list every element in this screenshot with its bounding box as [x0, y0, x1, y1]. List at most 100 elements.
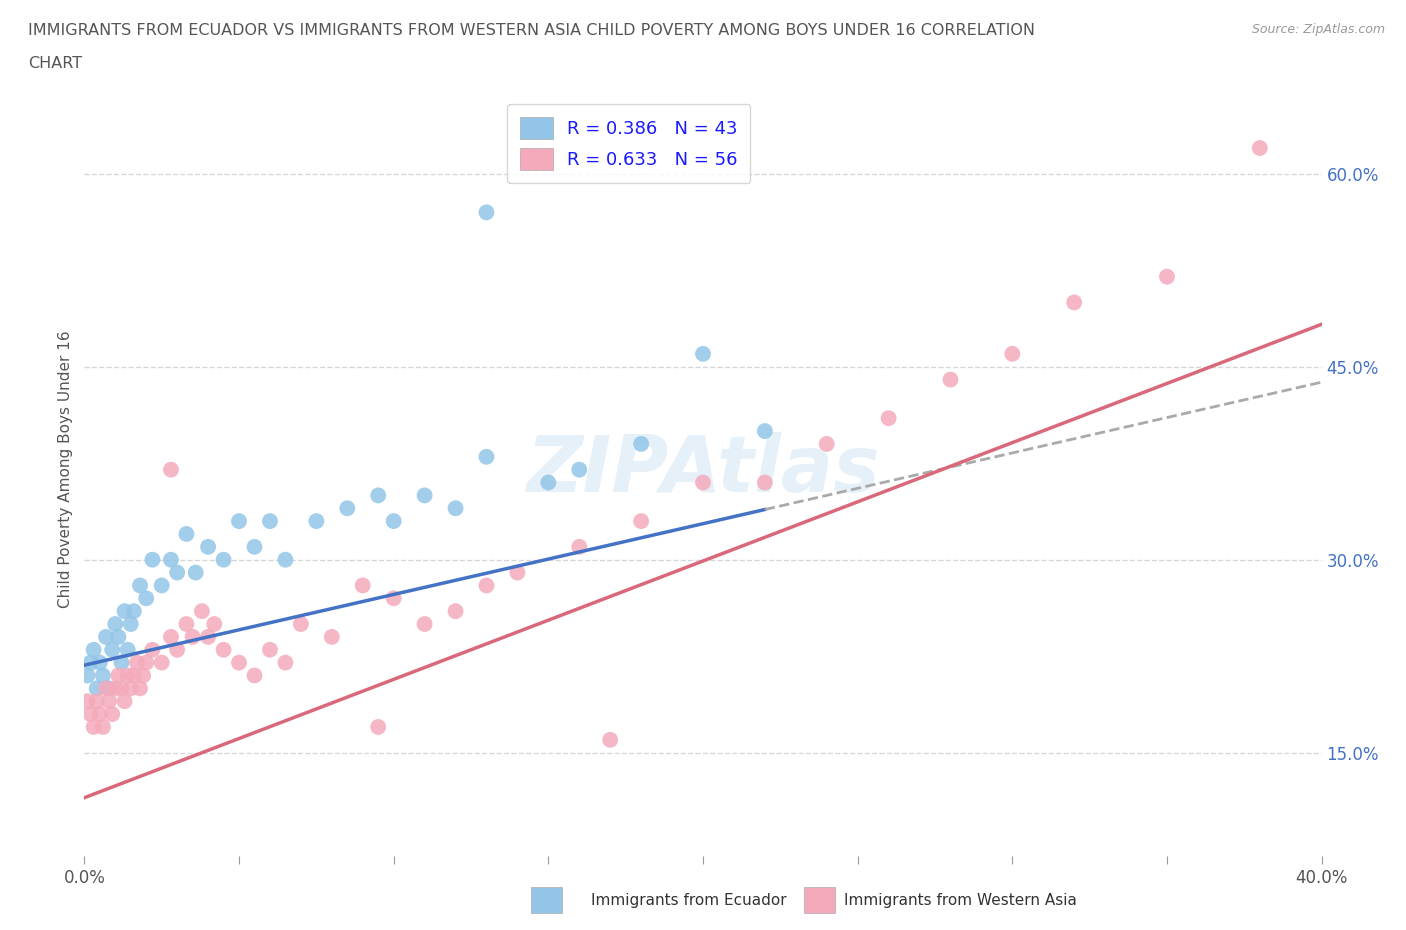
- Point: [184, 565, 207, 580]
- Point: [243, 539, 266, 554]
- Point: [1001, 347, 1024, 362]
- Point: [132, 668, 155, 683]
- Point: [150, 656, 173, 671]
- Point: [110, 656, 132, 671]
- Point: [382, 513, 405, 528]
- Point: [475, 205, 498, 219]
- Point: [413, 617, 436, 631]
- Point: [336, 500, 359, 515]
- Point: [568, 462, 591, 477]
- Point: [101, 643, 124, 658]
- Point: [135, 656, 157, 671]
- Point: [98, 681, 121, 696]
- Point: [305, 513, 328, 528]
- Point: [815, 436, 838, 451]
- Point: [98, 694, 121, 709]
- Point: [110, 681, 132, 696]
- Point: [630, 513, 652, 528]
- Point: [160, 630, 183, 644]
- Point: [212, 552, 235, 567]
- Point: [76, 694, 98, 709]
- Point: [86, 681, 108, 696]
- Point: [114, 694, 136, 709]
- Point: [537, 475, 560, 490]
- Point: [107, 668, 129, 683]
- Point: [692, 475, 714, 490]
- Point: [166, 565, 188, 580]
- Point: [197, 539, 219, 554]
- Point: [444, 604, 467, 618]
- Point: [939, 372, 962, 387]
- Point: [117, 668, 139, 683]
- Point: [141, 552, 163, 567]
- Point: [197, 630, 219, 644]
- Point: [91, 668, 114, 683]
- Point: [191, 604, 214, 618]
- Point: [367, 720, 389, 735]
- Point: [104, 617, 127, 631]
- Point: [94, 681, 117, 696]
- Point: [129, 578, 152, 593]
- Point: [754, 475, 776, 490]
- Text: CHART: CHART: [28, 56, 82, 71]
- Point: [166, 643, 188, 658]
- Point: [150, 578, 173, 593]
- Point: [83, 643, 105, 658]
- Point: [321, 630, 343, 644]
- Point: [107, 630, 129, 644]
- Point: [506, 565, 529, 580]
- Point: [104, 681, 127, 696]
- Point: [754, 424, 776, 439]
- Legend: R = 0.386   N = 43, R = 0.633   N = 56: R = 0.386 N = 43, R = 0.633 N = 56: [508, 104, 751, 182]
- Point: [259, 513, 281, 528]
- Point: [141, 643, 163, 658]
- Point: [176, 526, 198, 541]
- Text: Immigrants from Ecuador: Immigrants from Ecuador: [591, 893, 786, 908]
- Point: [212, 643, 235, 658]
- Point: [160, 552, 183, 567]
- Point: [83, 720, 105, 735]
- Point: [122, 604, 145, 618]
- Point: [352, 578, 374, 593]
- Point: [114, 604, 136, 618]
- Text: Source: ZipAtlas.com: Source: ZipAtlas.com: [1251, 23, 1385, 36]
- Point: [129, 681, 152, 696]
- Point: [692, 347, 714, 362]
- Point: [135, 591, 157, 605]
- Point: [568, 539, 591, 554]
- Point: [79, 707, 101, 722]
- Point: [91, 720, 114, 735]
- Point: [444, 500, 467, 515]
- Point: [76, 668, 98, 683]
- Point: [176, 617, 198, 631]
- Point: [120, 681, 142, 696]
- Point: [101, 707, 124, 722]
- Point: [274, 552, 297, 567]
- Point: [259, 643, 281, 658]
- Point: [122, 668, 145, 683]
- Point: [89, 707, 111, 722]
- Point: [274, 656, 297, 671]
- Point: [1156, 270, 1178, 285]
- Point: [1063, 295, 1085, 310]
- Point: [86, 694, 108, 709]
- Point: [290, 617, 312, 631]
- Text: Immigrants from Western Asia: Immigrants from Western Asia: [844, 893, 1077, 908]
- Point: [94, 630, 117, 644]
- Point: [475, 578, 498, 593]
- Y-axis label: Child Poverty Among Boys Under 16: Child Poverty Among Boys Under 16: [58, 331, 73, 608]
- Point: [630, 436, 652, 451]
- Point: [120, 617, 142, 631]
- Point: [413, 488, 436, 503]
- Point: [160, 462, 183, 477]
- Point: [228, 656, 250, 671]
- Point: [181, 630, 204, 644]
- Point: [1249, 140, 1271, 155]
- Point: [228, 513, 250, 528]
- Point: [202, 617, 225, 631]
- Point: [599, 733, 621, 748]
- Point: [475, 449, 498, 464]
- Point: [367, 488, 389, 503]
- Point: [117, 643, 139, 658]
- Text: ZIPAtlas: ZIPAtlas: [526, 432, 880, 508]
